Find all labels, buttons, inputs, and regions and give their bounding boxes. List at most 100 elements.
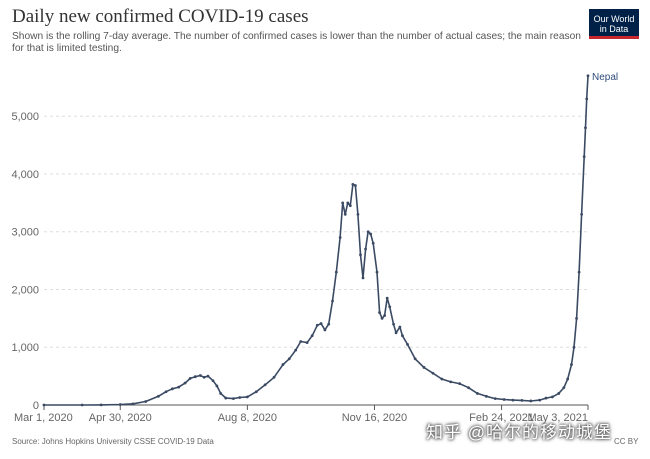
chart-subtitle: Shown is the rolling 7-day average. The … bbox=[12, 31, 581, 54]
data-point bbox=[584, 126, 587, 130]
x-tick-label: May 3, 2021 bbox=[527, 412, 588, 424]
data-point bbox=[371, 241, 375, 245]
data-point bbox=[440, 377, 444, 381]
data-point bbox=[351, 182, 355, 186]
data-point bbox=[310, 334, 314, 338]
data-point bbox=[375, 270, 379, 274]
data-point bbox=[476, 392, 479, 395]
data-point bbox=[238, 396, 242, 399]
data-point bbox=[361, 276, 365, 280]
data-point bbox=[538, 398, 542, 402]
data-point bbox=[577, 270, 581, 274]
data-point bbox=[580, 212, 584, 216]
chart-title: Daily new confirmed COVID-19 cases bbox=[12, 6, 309, 27]
data-point bbox=[562, 386, 566, 390]
data-point bbox=[177, 385, 181, 389]
data-point bbox=[467, 386, 470, 390]
data-point bbox=[364, 247, 367, 251]
data-point bbox=[394, 331, 398, 335]
data-point bbox=[582, 155, 586, 159]
data-point bbox=[144, 400, 148, 403]
x-tick-label: Mar 1, 2020 bbox=[14, 412, 73, 424]
series-label-nepal: Nepal bbox=[592, 72, 618, 83]
data-point bbox=[502, 398, 506, 401]
data-point bbox=[118, 403, 122, 406]
data-point bbox=[281, 363, 285, 366]
y-tick-label: 4,000 bbox=[11, 169, 39, 181]
data-point bbox=[401, 334, 404, 338]
data-point bbox=[131, 402, 135, 406]
data-point bbox=[263, 383, 267, 387]
data-point bbox=[356, 212, 360, 216]
data-point bbox=[348, 204, 352, 208]
data-point bbox=[219, 392, 223, 395]
data-point bbox=[354, 184, 357, 187]
y-tick-label: 5,000 bbox=[11, 111, 39, 123]
data-point bbox=[413, 357, 417, 361]
data-point bbox=[211, 379, 215, 383]
axes: 0 1,000 2,000 3,000 4,000 5,000 Mar 1, 2020 Apr… bbox=[11, 111, 589, 424]
data-point bbox=[392, 322, 395, 326]
logo-line-2: in Data bbox=[599, 24, 629, 34]
data-point bbox=[572, 345, 576, 349]
data-point bbox=[388, 305, 392, 309]
data-point bbox=[331, 299, 334, 303]
data-point bbox=[544, 396, 548, 400]
data-point bbox=[449, 380, 453, 384]
data-point bbox=[378, 311, 381, 314]
data-point bbox=[315, 323, 319, 327]
data-point bbox=[272, 375, 276, 379]
y-tick-label: 2,000 bbox=[11, 284, 39, 296]
data-point bbox=[566, 377, 570, 381]
data-point bbox=[319, 322, 323, 325]
data-point bbox=[299, 340, 303, 343]
data-point bbox=[586, 74, 590, 78]
data-point bbox=[193, 375, 197, 379]
data-point bbox=[366, 230, 370, 234]
data-point bbox=[575, 316, 578, 320]
data-point bbox=[287, 357, 291, 361]
data-point bbox=[334, 270, 338, 274]
license-link[interactable]: CC BY bbox=[614, 437, 639, 446]
series-line-nepal bbox=[44, 75, 589, 406]
data-point bbox=[202, 375, 206, 379]
data-point bbox=[305, 341, 309, 345]
data-point bbox=[551, 395, 554, 399]
data-point bbox=[383, 314, 387, 317]
owid-logo[interactable]: Our World in Data bbox=[589, 9, 639, 39]
y-tick-label: 3,000 bbox=[11, 227, 39, 239]
watermark-text: 知乎 @哈尔的移动城堡 bbox=[426, 423, 612, 442]
data-point bbox=[224, 396, 228, 400]
data-point bbox=[206, 374, 210, 378]
data-point bbox=[80, 403, 84, 407]
data-point bbox=[99, 403, 103, 407]
data-point bbox=[529, 399, 533, 403]
data-point bbox=[170, 387, 174, 391]
data-point bbox=[369, 232, 373, 236]
source-note[interactable]: Source: Johns Hopkins University CSSE CO… bbox=[12, 437, 214, 446]
data-point bbox=[254, 390, 258, 394]
data-point bbox=[188, 377, 192, 380]
data-point bbox=[484, 394, 488, 398]
x-tick-label: Feb 24, 2021 bbox=[469, 412, 534, 424]
data-point bbox=[385, 296, 389, 300]
data-point bbox=[380, 316, 384, 320]
data-point bbox=[570, 363, 573, 366]
x-tick-label: Aug 8, 2020 bbox=[218, 412, 277, 424]
data-point bbox=[359, 253, 362, 257]
data-point bbox=[493, 397, 497, 401]
logo-line-1: Our World bbox=[593, 14, 635, 24]
data-point bbox=[338, 236, 342, 239]
x-tick-label: Nov 16, 2020 bbox=[342, 412, 407, 424]
data-point bbox=[343, 212, 347, 216]
data-point bbox=[323, 328, 327, 332]
data-point bbox=[156, 394, 160, 398]
data-point bbox=[431, 371, 435, 375]
data-point bbox=[398, 325, 402, 329]
data-point bbox=[422, 366, 426, 369]
data-point bbox=[346, 201, 350, 205]
y-tick-label: 1,000 bbox=[11, 342, 39, 354]
data-point bbox=[215, 384, 219, 388]
data-point bbox=[231, 397, 235, 401]
